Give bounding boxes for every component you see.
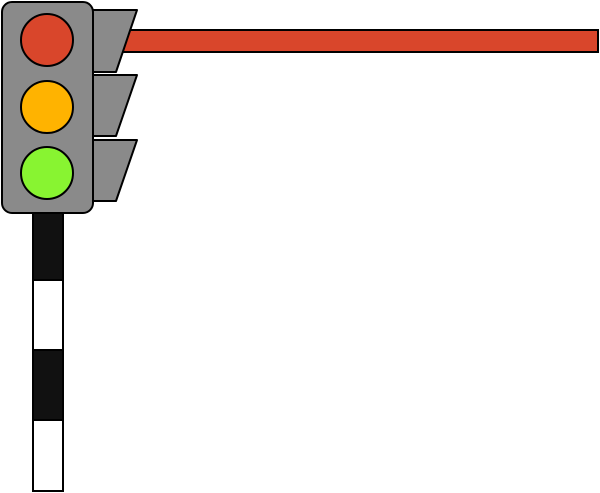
pole-white-segment [32,279,64,351]
visor [89,139,138,202]
signal-arm [117,29,599,53]
red-light [20,13,74,67]
pole [32,209,64,492]
pole-black-segment [32,349,64,421]
visor [89,74,138,137]
pole-black-segment [32,209,64,281]
green-light [20,146,74,200]
pole-white-segment [32,419,64,492]
amber-light [20,80,74,134]
